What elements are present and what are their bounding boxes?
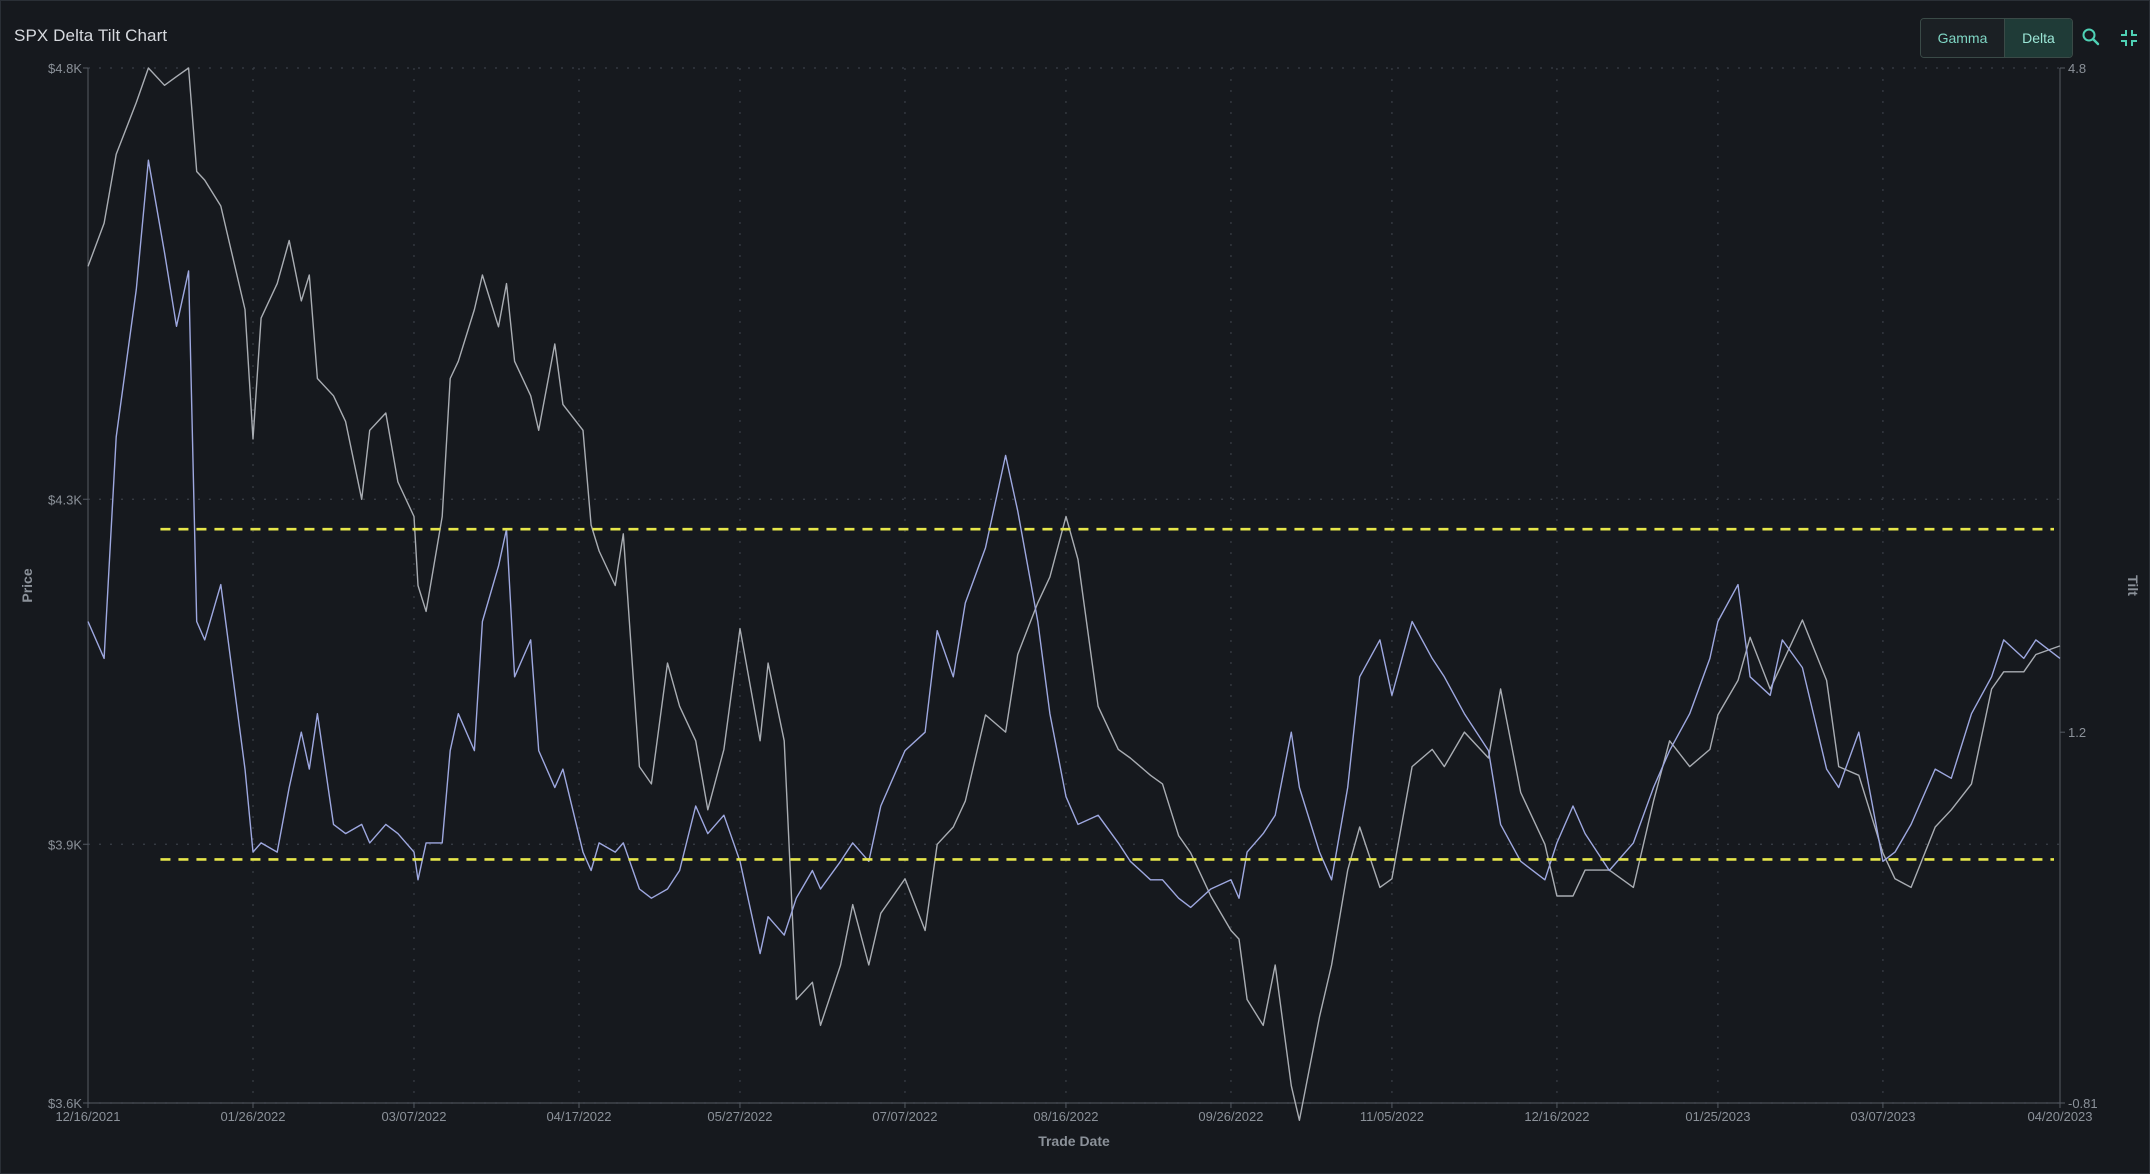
x-axis-title: Trade Date — [1038, 1133, 1110, 1149]
grid — [88, 67, 2060, 1104]
x-tick-label: 08/16/2022 — [1033, 1109, 1098, 1124]
price-series-line — [87, 67, 2061, 1122]
collapse-icon[interactable] — [2118, 27, 2140, 49]
y-tick-label: $4.3K — [48, 492, 82, 507]
y-tick-label: $4.8K — [48, 61, 82, 76]
x-tick-label: 11/05/2022 — [1360, 1109, 1424, 1124]
x-tick-label: 12/16/2021 — [55, 1109, 120, 1124]
x-tick-label: 05/27/2022 — [707, 1109, 772, 1124]
axis-labels: 12/16/2021 01/26/2022 03/07/2022 04/17/2022… — [19, 61, 2141, 1149]
x-tick-label: 04/17/2022 — [546, 1109, 611, 1124]
tilt-series-line — [87, 159, 2061, 955]
y-tick-label: $3.6K — [48, 1096, 82, 1111]
x-tick-label: 01/25/2023 — [1685, 1109, 1750, 1124]
delta-button[interactable]: Delta — [2005, 19, 2072, 57]
gamma-button[interactable]: Gamma — [1921, 19, 2005, 57]
x-tick-label: 04/20/2023 — [2027, 1109, 2092, 1124]
x-tick-label: 03/07/2022 — [381, 1109, 446, 1124]
series — [87, 67, 2061, 1122]
chart-title: SPX Delta Tilt Chart — [14, 26, 168, 45]
y-tick-label: $3.9K — [48, 837, 82, 852]
y-axis-title: Price — [19, 568, 35, 602]
x-tick-label: 01/26/2022 — [220, 1109, 285, 1124]
axes — [83, 67, 2065, 1108]
y2-tick-label: -0.81 — [2068, 1096, 2098, 1111]
x-tick-label: 03/07/2023 — [1850, 1109, 1915, 1124]
thresholds — [160, 527, 2054, 861]
x-tick-label: 12/16/2022 — [1524, 1109, 1589, 1124]
x-tick-label: 09/26/2022 — [1198, 1109, 1263, 1124]
x-tick-label: 07/07/2022 — [872, 1109, 937, 1124]
y2-tick-label: 4.8 — [2068, 61, 2086, 76]
gamma-delta-toggle[interactable]: Gamma Delta — [1920, 18, 2073, 58]
y2-tick-label: 1.2 — [2068, 725, 2086, 740]
search-icon[interactable] — [2080, 26, 2102, 48]
y2-axis-title: Tilt — [2125, 575, 2141, 596]
